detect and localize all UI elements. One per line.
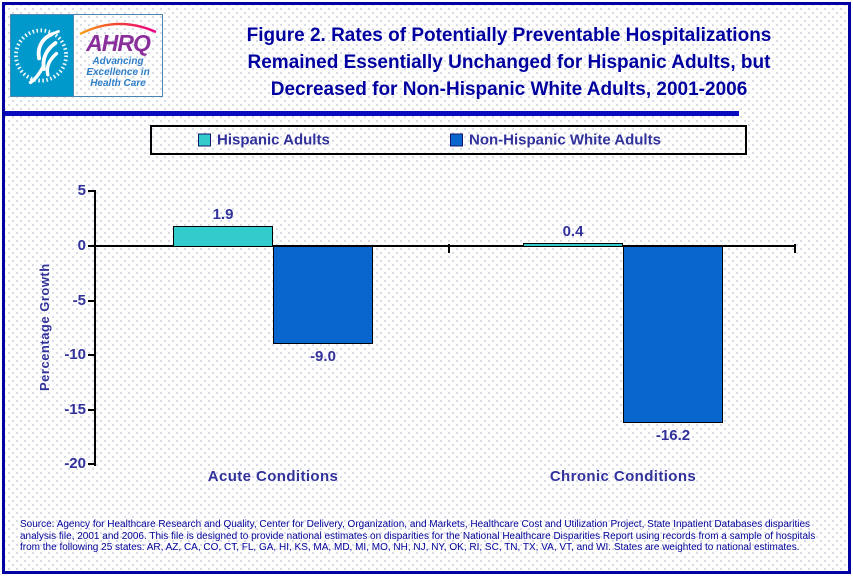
y-axis-tick <box>88 463 95 466</box>
y-axis-tick-label: 5 <box>77 182 86 200</box>
rainbow-arc-icon <box>79 22 157 35</box>
legend-swatch-hispanic-adults <box>198 133 211 147</box>
source-note: Source: Agency for Healthcare Research a… <box>20 519 816 554</box>
bar-non-hispanic-white-adults-chronic-conditions <box>623 246 723 423</box>
y-axis-tick <box>88 245 95 247</box>
y-axis-tick-label: -5 <box>72 291 86 309</box>
figure-title-line: Figure 2. Rates of Potentially Preventab… <box>246 25 772 46</box>
y-axis-tick <box>88 354 95 357</box>
figure-title: Figure 2. Rates of Potentially Preventab… <box>175 22 843 103</box>
ahrq-logo: AHRQ Advancing Excellence in Health Care <box>10 14 163 97</box>
bar-hispanic-adults-chronic-conditions <box>523 243 623 247</box>
ahrq-wordmark: AHRQ <box>86 30 151 56</box>
y-axis-tick <box>88 190 95 193</box>
legend-label: Non-Hispanic White Adults <box>469 131 661 149</box>
ahrq-tagline: Advancing Excellence in Health Care <box>86 56 149 89</box>
bar-non-hispanic-white-adults-acute-conditions <box>273 246 373 344</box>
tagline-line: Health Care <box>90 78 146 89</box>
bar-value-label: 1.9 <box>212 206 234 223</box>
y-axis-tick-label: 0 <box>77 237 86 254</box>
y-axis-tick-label: -20 <box>64 455 86 473</box>
category-axis-tick <box>794 244 796 253</box>
hhs-seal-icon <box>11 15 73 96</box>
bar-chart: Percentage Growth 5 0 -5 -10 -15 -20 Acute Con… <box>5 5 848 571</box>
legend-item-non-hispanic-white-adults: Non-Hispanic White Adults <box>450 132 661 149</box>
y-axis-line <box>94 190 96 466</box>
legend-label: Hispanic Adults <box>217 131 330 149</box>
category-label: Chronic Conditions <box>549 468 697 485</box>
legend-item-hispanic-adults: Hispanic Adults <box>198 132 330 149</box>
y-axis-tick-label: -10 <box>64 346 86 364</box>
legend-swatch-non-hispanic-white-adults <box>450 133 463 147</box>
y-axis-tick <box>88 299 95 302</box>
bar-hispanic-adults-acute-conditions <box>173 226 273 247</box>
tagline-line: Advancing <box>92 56 144 67</box>
bar-value-label: 0.4 <box>562 223 584 240</box>
tagline-line: Excellence in <box>86 67 150 78</box>
figure-title-line: Remained Essentially Unchanged for Hispa… <box>247 52 771 73</box>
header-divider <box>5 111 739 116</box>
x-axis-zero-line <box>94 245 795 247</box>
bar-value-label: -9.0 <box>310 348 336 365</box>
category-label: Acute Conditions <box>207 468 339 485</box>
bar-value-label: -16.2 <box>655 427 691 444</box>
category-axis-tick <box>448 244 450 253</box>
ahrq-wordmark-block: AHRQ Advancing Excellence in Health Care <box>73 15 162 96</box>
y-axis-tick-label: -15 <box>64 400 86 418</box>
y-axis-title: Percentage Growth <box>37 263 52 392</box>
chart-legend: Hispanic Adults Non-Hispanic White Adult… <box>150 125 747 155</box>
y-axis-tick <box>88 408 95 411</box>
figure-title-line: Decreased for Non-Hispanic White Adults,… <box>270 79 748 100</box>
